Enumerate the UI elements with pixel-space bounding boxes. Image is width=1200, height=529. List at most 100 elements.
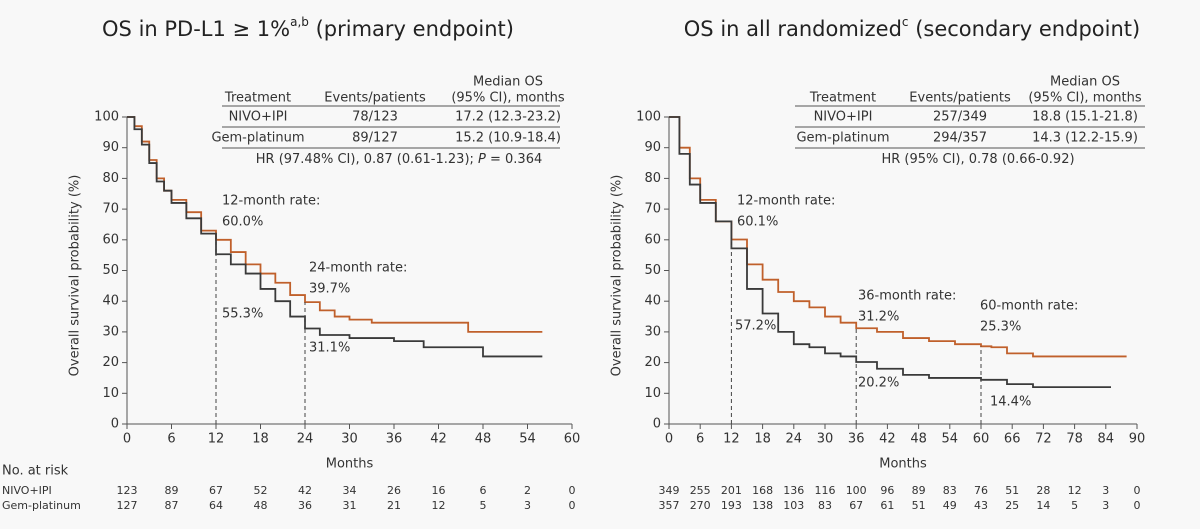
title-main: OS in all randomized bbox=[684, 17, 902, 41]
risk-count: 270 bbox=[690, 499, 711, 512]
x-tick-label: 54 bbox=[942, 432, 959, 447]
y-axis-label: Overall survival probability (%) bbox=[68, 175, 83, 377]
x-tick-label: 72 bbox=[1035, 432, 1052, 447]
x-tick-label: 6 bbox=[167, 432, 175, 447]
y-tick-label: 50 bbox=[102, 263, 119, 278]
risk-count: 49 bbox=[943, 499, 957, 512]
annotation-value: 31.1% bbox=[309, 341, 350, 356]
risk-count: 103 bbox=[783, 499, 804, 512]
title-superscript: c bbox=[902, 15, 909, 29]
y-tick-label: 70 bbox=[644, 202, 661, 217]
table-cell: 294/357 bbox=[933, 131, 987, 146]
annotation-title: 12-month rate: bbox=[222, 194, 320, 209]
y-tick-label: 100 bbox=[94, 110, 119, 125]
risk-count: 76 bbox=[974, 484, 988, 497]
y-tick-label: 30 bbox=[102, 324, 119, 339]
x-tick-label: 66 bbox=[1004, 432, 1021, 447]
table-header: (95% CI), months bbox=[451, 91, 565, 106]
risk-count: 3 bbox=[1102, 484, 1109, 497]
risk-count: 5 bbox=[1071, 499, 1078, 512]
hr-part: HR (95% CI), 0.78 (0.66-0.92) bbox=[881, 152, 1074, 167]
hazard-ratio: HR (97.48% CI), 0.87 (0.61-1.23); P = 0.… bbox=[256, 152, 543, 167]
y-tick-label: 80 bbox=[644, 171, 661, 186]
risk-count: 36 bbox=[298, 499, 312, 512]
risk-count: 83 bbox=[943, 484, 957, 497]
risk-count: 83 bbox=[818, 499, 832, 512]
x-tick-label: 36 bbox=[848, 432, 865, 447]
risk-count: 87 bbox=[165, 499, 179, 512]
x-tick-label: 12 bbox=[723, 432, 740, 447]
risk-count: 0 bbox=[1134, 499, 1141, 512]
x-tick-label: 0 bbox=[123, 432, 131, 447]
x-axis-label: Months bbox=[326, 457, 374, 472]
y-tick-label: 20 bbox=[102, 355, 119, 370]
x-tick-label: 12 bbox=[208, 432, 225, 447]
risk-count: 34 bbox=[343, 484, 357, 497]
y-axis-label: Overall survival probability (%) bbox=[610, 175, 625, 377]
table-cell: Gem-platinum bbox=[211, 131, 304, 146]
table-cell: 78/123 bbox=[352, 110, 398, 125]
hr-part: = 0.364 bbox=[486, 152, 542, 167]
table-cell: 14.3 (12.2-15.9) bbox=[1032, 131, 1138, 146]
x-tick-label: 18 bbox=[252, 432, 269, 447]
table-cell: 257/349 bbox=[933, 110, 987, 125]
y-tick-label: 60 bbox=[644, 232, 661, 247]
risk-count: 136 bbox=[783, 484, 804, 497]
risk-count: 127 bbox=[117, 499, 138, 512]
x-tick-label: 84 bbox=[1098, 432, 1115, 447]
x-tick-label: 54 bbox=[519, 432, 536, 447]
hr-part: HR (97.48% CI), 0.87 (0.61-1.23); bbox=[256, 152, 478, 167]
annotation-title: 60-month rate: bbox=[980, 299, 1078, 314]
x-tick-label: 48 bbox=[910, 432, 927, 447]
y-tick-label: 0 bbox=[111, 417, 119, 432]
risk-count: 3 bbox=[524, 499, 531, 512]
risk-title: No. at risk bbox=[2, 464, 69, 479]
y-tick-label: 10 bbox=[644, 386, 661, 401]
table-cell: Gem-platinum bbox=[796, 131, 889, 146]
annotation-value: 60.0% bbox=[222, 215, 263, 230]
title-suffix: (primary endpoint) bbox=[309, 17, 514, 41]
risk-count: 349 bbox=[659, 484, 680, 497]
y-tick-label: 30 bbox=[644, 324, 661, 339]
risk-count: 5 bbox=[480, 499, 487, 512]
x-tick-label: 30 bbox=[817, 432, 834, 447]
table-cell: 17.2 (12.3-23.2) bbox=[455, 110, 561, 125]
annotation-title: 12-month rate: bbox=[737, 194, 835, 209]
risk-count: 48 bbox=[254, 499, 268, 512]
risk-count: 12 bbox=[1068, 484, 1082, 497]
risk-count: 67 bbox=[209, 484, 223, 497]
annotation-value: 55.3% bbox=[222, 307, 263, 322]
risk-count: 2 bbox=[524, 484, 531, 497]
y-tick-label: 40 bbox=[102, 294, 119, 309]
risk-count: 51 bbox=[1005, 484, 1019, 497]
risk-count: 64 bbox=[209, 499, 223, 512]
table-header: (95% CI), months bbox=[1028, 91, 1142, 106]
hr-part: P bbox=[478, 152, 486, 167]
annotation-value: 14.4% bbox=[990, 395, 1031, 410]
table-header: Treatment bbox=[224, 91, 291, 106]
y-tick-label: 20 bbox=[644, 355, 661, 370]
y-tick-label: 40 bbox=[644, 294, 661, 309]
risk-count: 357 bbox=[659, 499, 680, 512]
annotation-value: 57.2% bbox=[735, 319, 776, 334]
x-tick-label: 6 bbox=[696, 432, 704, 447]
risk-count: 52 bbox=[254, 484, 268, 497]
survival-curve bbox=[127, 116, 543, 358]
risk-count: 193 bbox=[721, 499, 742, 512]
title-superscript: a,b bbox=[290, 15, 309, 29]
annotation-title: 24-month rate: bbox=[309, 261, 407, 276]
annotation-value: 31.2% bbox=[858, 310, 899, 325]
y-tick-label: 100 bbox=[636, 110, 661, 125]
table-header: Treatment bbox=[809, 91, 876, 106]
x-axis-label: Months bbox=[879, 457, 927, 472]
risk-count: 61 bbox=[880, 499, 894, 512]
table-header: Median OS bbox=[1050, 75, 1120, 90]
table-cell: 89/127 bbox=[352, 131, 398, 146]
hazard-ratio: HR (95% CI), 0.78 (0.66-0.92) bbox=[881, 152, 1074, 167]
chart-title: OS in all randomizedc (secondary endpoin… bbox=[684, 15, 1140, 42]
risk-count: 0 bbox=[1134, 484, 1141, 497]
x-tick-label: 78 bbox=[1066, 432, 1083, 447]
table-header: Events/patients bbox=[324, 91, 426, 106]
risk-count: 0 bbox=[569, 499, 576, 512]
